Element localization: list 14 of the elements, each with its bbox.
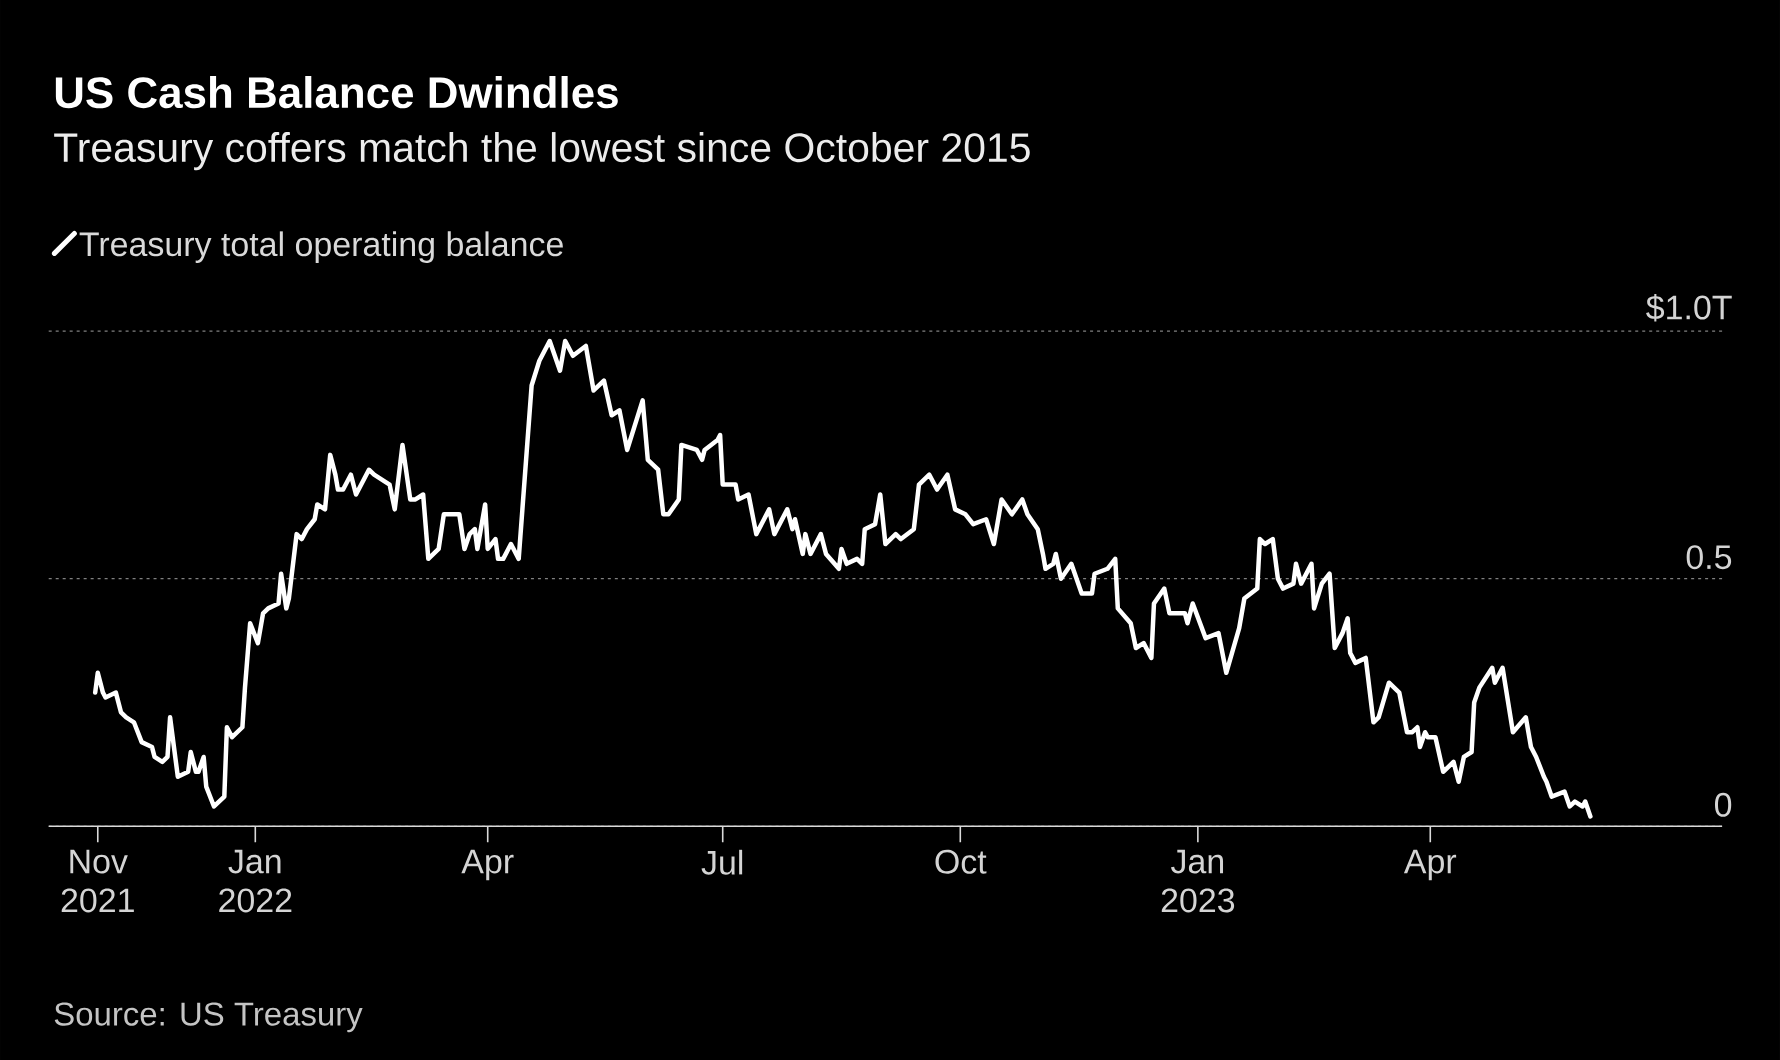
chart-subtitle: Treasury coffers match the lowest since October 2015 [54,131,1030,171]
chart-title: US Cash Balance Dwindles [55,75,618,109]
x-tick-label: Nov 2021 [61,849,134,913]
x-tick-label: Jan 2023 [1161,849,1235,913]
y-tick-label: $1.0T [1646,293,1732,322]
x-tick-label: Oct [935,849,987,874]
x-tick-label: Jan 2022 [219,849,292,913]
source-note: Source: US Treasury [54,1002,363,1033]
x-tick-label: Apr [461,849,514,881]
x-tick-label: Jul [701,849,743,875]
y-tick-label: 0.5 [1686,544,1732,570]
x-tick-label: Apr [1403,849,1457,881]
y-tick-label: 0 [1714,792,1732,817]
legend-label: Treasury total operating balance [79,231,563,263]
